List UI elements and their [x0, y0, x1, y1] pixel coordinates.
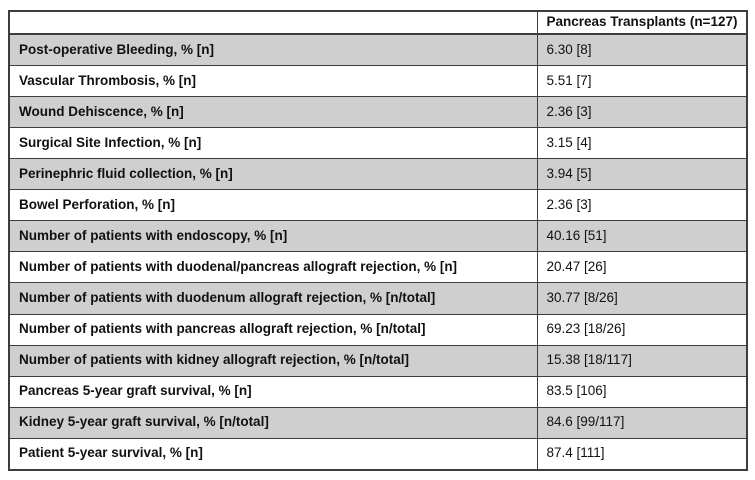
row-label: Bowel Perforation, % [n]	[8, 189, 538, 222]
row-label: Pancreas 5-year graft survival, % [n]	[8, 375, 538, 408]
row-label: Vascular Thrombosis, % [n]	[8, 65, 538, 98]
row-value: 5.51 [7]	[536, 65, 748, 98]
row-label: Wound Dehiscence, % [n]	[8, 96, 538, 129]
row-label: Kidney 5-year graft survival, % [n/total…	[8, 406, 538, 439]
row-value: 30.77 [8/26]	[536, 282, 748, 315]
row-value: 83.5 [106]	[536, 375, 748, 408]
table-row: Post-operative Bleeding, % [n] 6.30 [8]	[8, 33, 748, 67]
row-value: 2.36 [3]	[536, 96, 748, 129]
row-value: 20.47 [26]	[536, 251, 748, 284]
row-value: 87.4 [111]	[536, 437, 748, 471]
row-label: Post-operative Bleeding, % [n]	[8, 33, 538, 67]
row-value: 84.6 [99/117]	[536, 406, 748, 439]
row-value: 69.23 [18/26]	[536, 313, 748, 346]
row-label: Number of patients with pancreas allogra…	[8, 313, 538, 346]
row-value: 3.15 [4]	[536, 127, 748, 160]
table-row: Number of patients with endoscopy, % [n]…	[8, 220, 748, 253]
row-label: Surgical Site Infection, % [n]	[8, 127, 538, 160]
row-value: 2.36 [3]	[536, 189, 748, 222]
table-row: Surgical Site Infection, % [n] 3.15 [4]	[8, 127, 748, 160]
table-body: Post-operative Bleeding, % [n] 6.30 [8] …	[8, 33, 748, 471]
table-row: Wound Dehiscence, % [n] 2.36 [3]	[8, 96, 748, 129]
row-value: 40.16 [51]	[536, 220, 748, 253]
header-title-cell: Pancreas Transplants (n=127)	[536, 10, 748, 35]
table-row: Number of patients with duodenum allogra…	[8, 282, 748, 315]
table-row: Kidney 5-year graft survival, % [n/total…	[8, 406, 748, 439]
row-label: Patient 5-year survival, % [n]	[8, 437, 538, 471]
table-row: Number of patients with kidney allograft…	[8, 344, 748, 377]
row-label: Number of patients with duodenal/pancrea…	[8, 251, 538, 284]
table-row: Bowel Perforation, % [n] 2.36 [3]	[8, 189, 748, 222]
row-value: 3.94 [5]	[536, 158, 748, 191]
outcomes-table: Pancreas Transplants (n=127) Post-operat…	[8, 10, 748, 471]
table-row: Vascular Thrombosis, % [n] 5.51 [7]	[8, 65, 748, 98]
header-empty-cell	[8, 10, 538, 35]
table-row: Pancreas 5-year graft survival, % [n] 83…	[8, 375, 748, 408]
row-label: Number of patients with duodenum allogra…	[8, 282, 538, 315]
table-row: Number of patients with pancreas allogra…	[8, 313, 748, 346]
header-row: Pancreas Transplants (n=127)	[8, 10, 748, 35]
row-label: Perinephric fluid collection, % [n]	[8, 158, 538, 191]
table-row: Number of patients with duodenal/pancrea…	[8, 251, 748, 284]
row-label: Number of patients with endoscopy, % [n]	[8, 220, 538, 253]
row-value: 15.38 [18/117]	[536, 344, 748, 377]
row-label: Number of patients with kidney allograft…	[8, 344, 538, 377]
table-row: Patient 5-year survival, % [n] 87.4 [111…	[8, 437, 748, 471]
row-value: 6.30 [8]	[536, 33, 748, 67]
table-row: Perinephric fluid collection, % [n] 3.94…	[8, 158, 748, 191]
